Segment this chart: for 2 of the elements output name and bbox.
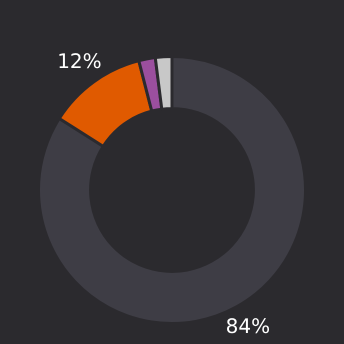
data-label: 84%	[226, 314, 270, 338]
data-label: 12%	[57, 48, 102, 73]
